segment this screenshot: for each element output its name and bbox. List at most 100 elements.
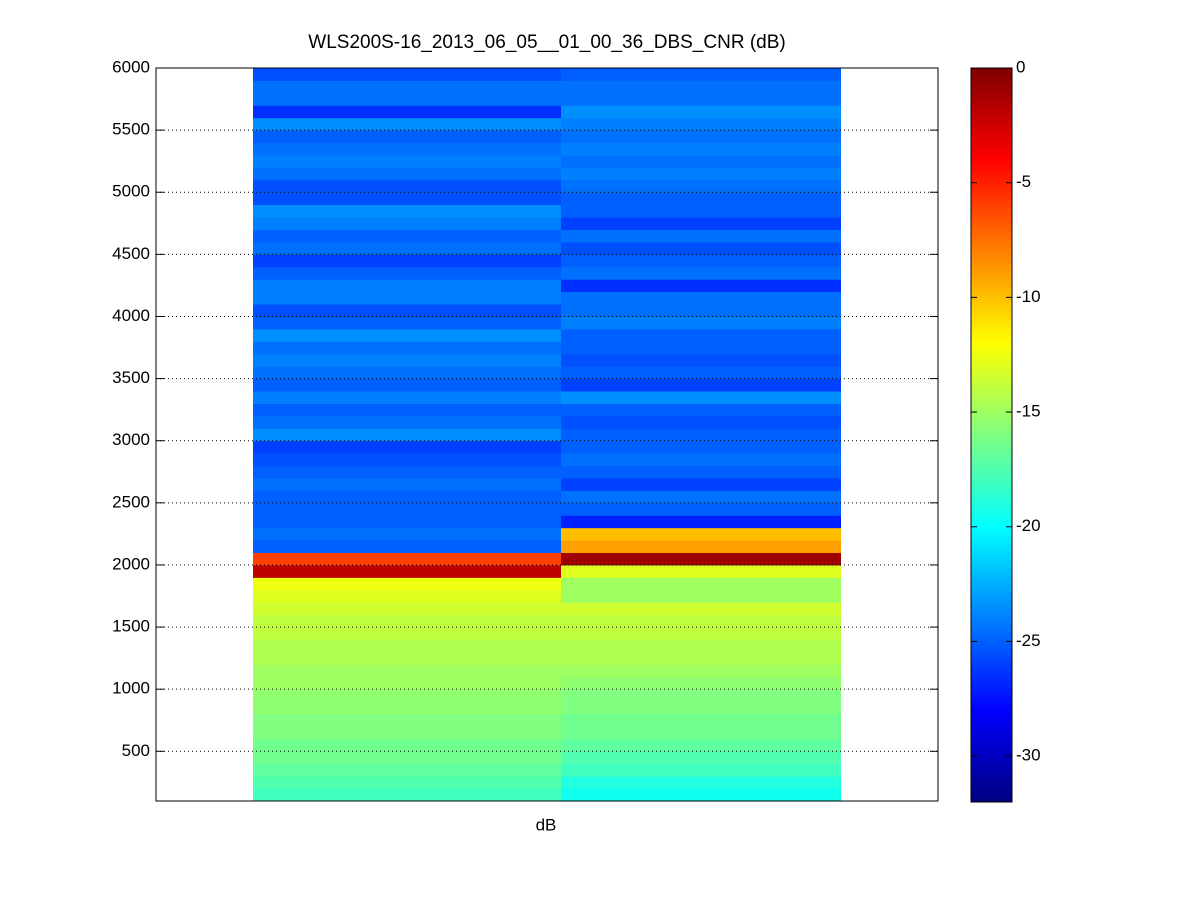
heatmap-cell	[253, 490, 561, 504]
heatmap-cell	[253, 502, 561, 516]
heatmap-cell	[253, 192, 561, 206]
heatmap-cell	[561, 552, 841, 566]
heatmap-cell	[253, 477, 561, 491]
heatmap-cell	[253, 552, 561, 566]
colorbar-tick-label: 0	[1016, 57, 1025, 76]
heatmap-cell	[561, 142, 841, 156]
heatmap-cell	[253, 776, 561, 790]
heatmap-cell	[253, 130, 561, 144]
x-axis-label: dB	[536, 815, 557, 834]
heatmap-cell	[561, 627, 841, 640]
heatmap-cell	[561, 639, 841, 653]
colorbar-tick-label: -10	[1016, 287, 1041, 306]
heatmap-cell	[253, 179, 561, 193]
heatmap-cell	[253, 415, 561, 429]
heatmap-cell	[253, 651, 561, 665]
heatmap-cell	[253, 440, 561, 454]
heatmap-cell	[561, 490, 841, 504]
colorbar	[970, 67, 1013, 803]
heatmap-cell	[253, 738, 561, 752]
heatmap-cell	[253, 664, 561, 678]
heatmap-cell	[253, 105, 561, 119]
heatmap-cell	[561, 341, 841, 355]
y-tick-label: 500	[122, 741, 150, 760]
heatmap-cell	[253, 540, 561, 554]
heatmap-cell	[561, 154, 841, 168]
colorbar-tick-label: -15	[1016, 402, 1041, 421]
heatmap-cell	[561, 651, 841, 665]
colorbar-tick-label: -25	[1016, 631, 1041, 650]
y-tick-label: 1500	[112, 617, 150, 636]
heatmap-cell	[253, 316, 561, 330]
heatmap-cell	[561, 577, 841, 591]
heatmap-cell	[561, 465, 841, 479]
y-tick-label: 1000	[112, 679, 150, 698]
heatmap-cell	[253, 602, 561, 616]
heatmap-cell	[253, 564, 561, 578]
heatmap-cell	[561, 192, 841, 206]
heatmap-cell	[253, 167, 561, 181]
heatmap-cell	[253, 217, 561, 231]
heatmap-cell	[561, 502, 841, 516]
heatmap-cell	[253, 80, 561, 94]
heatmap-cell	[561, 80, 841, 94]
heatmap-cell	[253, 391, 561, 404]
heatmap-cell	[561, 440, 841, 454]
heatmap-cell	[253, 92, 561, 106]
heatmap-cell	[561, 428, 841, 442]
heatmap-cell	[561, 328, 841, 342]
heatmap-cell	[253, 639, 561, 653]
heatmap-cell	[561, 701, 841, 715]
heatmap-cell	[561, 477, 841, 491]
heatmap-cell	[253, 465, 561, 479]
y-tick-label: 4000	[112, 306, 150, 325]
heatmap-cell	[561, 564, 841, 578]
y-tick-label: 4500	[112, 244, 150, 263]
heatmap-cell	[561, 453, 841, 467]
heatmap-cell	[253, 229, 561, 243]
heatmap-cell	[253, 726, 561, 740]
heatmap-cell	[561, 689, 841, 703]
heatmap-cell	[561, 105, 841, 119]
heatmap-cell	[253, 589, 561, 603]
heatmap-cell	[561, 589, 841, 603]
plot-frame	[155, 67, 939, 802]
heatmap-cell	[253, 763, 561, 777]
heatmap-cell	[561, 751, 841, 765]
heatmap-cell	[253, 291, 561, 305]
heatmap-cell	[561, 515, 841, 529]
heatmap-cell	[253, 403, 561, 417]
heatmap-cell	[561, 602, 841, 616]
heatmap-cell	[561, 540, 841, 554]
heatmap-cell	[561, 664, 841, 678]
y-tick-label: 3000	[112, 430, 150, 449]
heatmap-cell	[253, 154, 561, 168]
heatmap-cell	[561, 353, 841, 367]
colorbar-tick-label: -5	[1016, 172, 1031, 191]
heatmap-cell	[561, 291, 841, 305]
heatmap-cell	[561, 676, 841, 690]
heatmap-cell	[561, 130, 841, 144]
y-tick-label: 2500	[112, 492, 150, 511]
y-tick-label: 3500	[112, 368, 150, 387]
heatmap-cell	[253, 68, 561, 81]
heatmap-cell	[253, 117, 561, 131]
heatmap-cell	[253, 627, 561, 640]
heatmap-cell	[253, 676, 561, 690]
heatmap-cell	[253, 254, 561, 268]
heatmap-cell	[561, 204, 841, 218]
heatmap-cell	[561, 776, 841, 790]
heatmap-cell	[561, 68, 841, 81]
heatmap-cell	[253, 241, 561, 255]
heatmap-cell	[561, 254, 841, 268]
heatmap-cell	[561, 763, 841, 777]
heatmap-cell	[561, 304, 841, 317]
heatmap-cell	[253, 378, 561, 392]
heatmap-cell	[561, 316, 841, 330]
heatmap-cell	[561, 241, 841, 255]
heatmap-cell	[561, 378, 841, 392]
chart-title: WLS200S-16_2013_06_05__01_00_36_DBS_CNR …	[308, 32, 785, 53]
heatmap-cell	[561, 179, 841, 193]
colorbar-tick-label: -30	[1016, 746, 1041, 765]
